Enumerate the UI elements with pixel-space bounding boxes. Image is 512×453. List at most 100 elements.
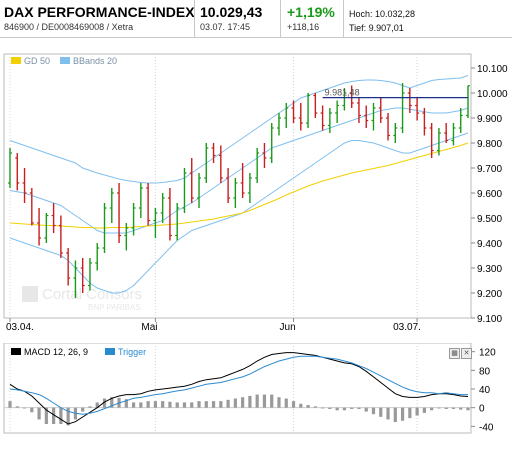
macd-histogram-bar bbox=[371, 407, 376, 415]
legend-bbands-swatch bbox=[60, 57, 70, 64]
quote-datetime: 03.07. 17:45 bbox=[200, 22, 251, 32]
ohlc-bar bbox=[313, 93, 318, 118]
legend-gd50-swatch bbox=[11, 57, 21, 64]
ohlc-bar bbox=[146, 183, 151, 226]
ohlc-bar bbox=[80, 258, 85, 293]
ohlc-bar bbox=[160, 193, 165, 223]
ohlc-bar bbox=[138, 183, 143, 218]
macd-histogram-bar bbox=[277, 397, 281, 408]
macd-settings-button[interactable]: ▦ bbox=[449, 348, 460, 359]
macd-histogram-bar bbox=[284, 398, 288, 408]
macd-histogram-bar bbox=[270, 394, 274, 408]
macd-line bbox=[9, 352, 469, 425]
macd-histogram-bar bbox=[219, 401, 223, 408]
macd-histogram-bar bbox=[161, 401, 165, 408]
ohlc-bar bbox=[211, 143, 216, 163]
macd-histogram-bar bbox=[328, 407, 332, 409]
macd-histogram-bar bbox=[37, 407, 41, 420]
macd-histogram-bar bbox=[233, 398, 237, 408]
macd-histogram-bar bbox=[211, 401, 216, 408]
macd-histogram-bar bbox=[204, 401, 208, 408]
macd-histogram-bar bbox=[66, 407, 70, 426]
x-tick-label: Jun bbox=[280, 322, 296, 333]
macd-histogram-bar bbox=[408, 407, 412, 419]
ohlc-bar bbox=[320, 105, 325, 131]
ohlc-bar bbox=[22, 168, 27, 203]
ohlc-bar bbox=[451, 123, 456, 146]
macd-histogram-bar bbox=[175, 402, 179, 408]
macd-histogram-bar bbox=[22, 407, 27, 409]
macd-histogram-bar bbox=[451, 407, 456, 409]
macd-histogram-bar bbox=[182, 402, 187, 408]
ohlc-bar bbox=[247, 173, 252, 203]
y-tick-label: 9.600 bbox=[477, 189, 502, 200]
macd-histogram-bar bbox=[44, 407, 48, 424]
ohlc-bar bbox=[356, 98, 361, 123]
index-identifiers: 846900 / DE0008469008 / Xetra bbox=[4, 22, 134, 32]
y-tick-label: 9.800 bbox=[477, 139, 502, 150]
bband-mid-line bbox=[9, 107, 469, 234]
y-tick-label: 9.500 bbox=[477, 214, 502, 225]
ohlc-bar bbox=[407, 88, 412, 113]
macd-histogram-bar bbox=[153, 401, 157, 408]
range-cell: Hoch: 10.032,28 Tief: 9.907,01 bbox=[343, 0, 512, 37]
index-title: DAX PERFORMANCE-INDEX bbox=[4, 4, 195, 20]
macd-histogram-bar bbox=[321, 407, 325, 409]
watermark: Cortal Consors BNP PARIBAS bbox=[22, 286, 142, 312]
macd-histogram-bar bbox=[364, 407, 368, 412]
ohlc-bar bbox=[298, 103, 303, 131]
macd-histogram-bar bbox=[241, 397, 245, 408]
ohlc-bar bbox=[269, 123, 274, 163]
macd-chart: MACD 12, 26, 9 Trigger 120 80 40 0 -40 bbox=[3, 343, 496, 434]
y-tick-label: 9.900 bbox=[477, 114, 502, 125]
legend-trigger-label: Trigger bbox=[118, 347, 146, 357]
macd-y-tick-label: -40 bbox=[479, 422, 494, 433]
macd-histogram-bar bbox=[8, 401, 12, 408]
ohlc-bar bbox=[117, 183, 122, 243]
main-legend: GD 50 BBands 20 bbox=[11, 56, 117, 66]
ohlc-bar bbox=[371, 103, 376, 131]
ohlc-bar bbox=[109, 188, 114, 223]
macd-histogram-bar bbox=[131, 402, 136, 408]
macd-histogram-bar bbox=[88, 406, 92, 408]
ohlc-bar bbox=[429, 123, 434, 158]
change-absolute: +118,16 bbox=[287, 22, 320, 32]
macd-histogram-bar bbox=[335, 407, 339, 411]
macd-histogram-bar bbox=[197, 401, 201, 408]
ohlc-bar bbox=[284, 103, 289, 128]
macd-histogram-bar bbox=[393, 407, 397, 423]
ohlc-bar bbox=[233, 178, 238, 208]
ohlc-bar bbox=[327, 108, 332, 133]
macd-histogram-bar bbox=[422, 407, 426, 413]
trigger-line bbox=[9, 355, 468, 415]
y-tick-label: 10.100 bbox=[477, 64, 508, 75]
legend-bbands-label: BBands 20 bbox=[73, 56, 117, 66]
macd-y-tick-label: 120 bbox=[479, 348, 496, 359]
ohlc-bar bbox=[51, 203, 56, 233]
watermark-brand: Cortal Consors bbox=[42, 286, 142, 303]
macd-histogram-bar bbox=[139, 402, 143, 408]
macd-histogram-bar bbox=[255, 394, 259, 408]
change-percent: +1,19% bbox=[287, 4, 335, 20]
macd-histogram-bar bbox=[168, 401, 172, 408]
macd-histogram-bar bbox=[59, 407, 63, 424]
day-high: Hoch: 10.032,28 bbox=[349, 9, 416, 19]
x-tick-label: 03.07. bbox=[393, 322, 421, 333]
y-tick-label: 9.100 bbox=[477, 314, 502, 325]
quote-header: DAX PERFORMANCE-INDEX 846900 / DE0008469… bbox=[0, 0, 512, 38]
y-tick-label: 10.000 bbox=[477, 89, 508, 100]
macd-histogram-bar bbox=[342, 407, 347, 411]
macd-histogram-bar bbox=[110, 397, 114, 408]
ohlc-bar bbox=[8, 148, 12, 188]
x-tick-label: 03.04. bbox=[6, 322, 34, 333]
ohlc-bar bbox=[58, 215, 63, 258]
reference-line-label: 9.981,48 bbox=[325, 88, 360, 98]
ohlc-bar bbox=[386, 113, 391, 141]
ohlc-bar bbox=[349, 85, 354, 108]
ohlc-bar bbox=[102, 203, 107, 253]
day-low: Tief: 9.907,01 bbox=[349, 23, 404, 33]
macd-histogram-bar bbox=[430, 407, 434, 411]
macd-close-button[interactable]: ✕ bbox=[461, 348, 472, 359]
ohlc-bar bbox=[436, 128, 441, 156]
legend-gd50-label: GD 50 bbox=[24, 56, 50, 66]
